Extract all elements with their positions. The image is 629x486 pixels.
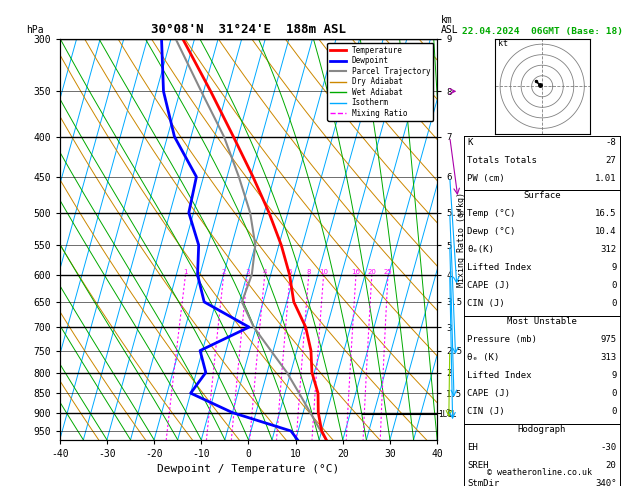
Text: 16.5: 16.5: [595, 209, 616, 219]
Text: 3: 3: [245, 269, 250, 275]
Text: km
ASL: km ASL: [441, 15, 459, 35]
Text: 22.04.2024  06GMT (Base: 18): 22.04.2024 06GMT (Base: 18): [462, 27, 623, 36]
Text: 4: 4: [262, 269, 267, 275]
Text: 20: 20: [367, 269, 376, 275]
Text: Hodograph: Hodograph: [518, 425, 566, 434]
Text: 313: 313: [600, 353, 616, 363]
Text: Temp (°C): Temp (°C): [467, 209, 516, 219]
Text: © weatheronline.co.uk: © weatheronline.co.uk: [487, 468, 592, 477]
Text: Dewp (°C): Dewp (°C): [467, 227, 516, 237]
Text: CAPE (J): CAPE (J): [467, 281, 510, 291]
Text: kt: kt: [498, 39, 508, 48]
Text: 0: 0: [611, 389, 616, 399]
Text: -8: -8: [606, 138, 616, 147]
Title: 30°08'N  31°24'E  188m ASL: 30°08'N 31°24'E 188m ASL: [151, 23, 346, 36]
Text: StmDir: StmDir: [467, 479, 499, 486]
Text: 9: 9: [611, 371, 616, 381]
Text: 9: 9: [611, 263, 616, 273]
Text: CAPE (J): CAPE (J): [467, 389, 510, 399]
Text: Totals Totals: Totals Totals: [467, 156, 537, 165]
Text: 975: 975: [600, 335, 616, 345]
Legend: Temperature, Dewpoint, Parcel Trajectory, Dry Adiabat, Wet Adiabat, Isotherm, Mi: Temperature, Dewpoint, Parcel Trajectory…: [327, 43, 433, 121]
Text: θₑ(K): θₑ(K): [467, 245, 494, 255]
Text: 2: 2: [221, 269, 226, 275]
Text: 10: 10: [319, 269, 328, 275]
Text: 1.01: 1.01: [595, 174, 616, 183]
Text: hPa: hPa: [26, 25, 43, 35]
Text: 340°: 340°: [595, 479, 616, 486]
Text: Lifted Index: Lifted Index: [467, 371, 532, 381]
Text: 27: 27: [606, 156, 616, 165]
Text: 8: 8: [306, 269, 311, 275]
Text: EH: EH: [467, 443, 478, 452]
Text: Lifted Index: Lifted Index: [467, 263, 532, 273]
Text: 1: 1: [183, 269, 188, 275]
Text: K: K: [467, 138, 473, 147]
Text: 16: 16: [352, 269, 360, 275]
Text: 0: 0: [611, 299, 616, 309]
Text: PW (cm): PW (cm): [467, 174, 505, 183]
Text: 6: 6: [288, 269, 292, 275]
Text: θₑ (K): θₑ (K): [467, 353, 499, 363]
Text: -30: -30: [600, 443, 616, 452]
Text: 0: 0: [611, 281, 616, 291]
Text: 20: 20: [606, 461, 616, 470]
Text: CIN (J): CIN (J): [467, 407, 505, 417]
Text: Mixing Ratio (g/kg): Mixing Ratio (g/kg): [457, 192, 466, 287]
Text: CIN (J): CIN (J): [467, 299, 505, 309]
X-axis label: Dewpoint / Temperature (°C): Dewpoint / Temperature (°C): [157, 465, 340, 474]
Text: 0: 0: [611, 407, 616, 417]
Text: Surface: Surface: [523, 191, 560, 201]
Text: Most Unstable: Most Unstable: [507, 317, 577, 327]
Text: 10.4: 10.4: [595, 227, 616, 237]
Text: Pressure (mb): Pressure (mb): [467, 335, 537, 345]
Text: 312: 312: [600, 245, 616, 255]
Text: 25: 25: [384, 269, 392, 275]
Text: 1LCL: 1LCL: [438, 410, 457, 419]
Text: SREH: SREH: [467, 461, 489, 470]
